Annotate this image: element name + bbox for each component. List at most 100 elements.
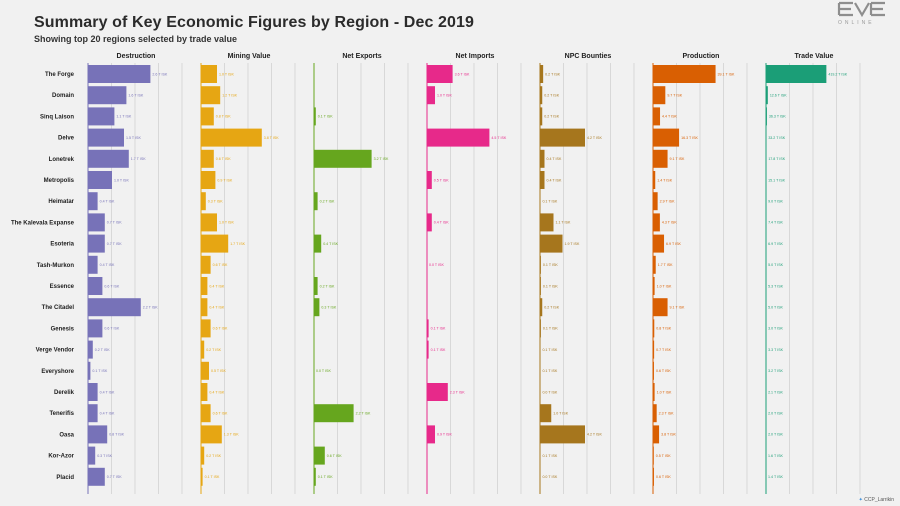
row-label-sinq-laison: Sinq Laison [40, 114, 74, 120]
bar-net-exports-sinq-laison [314, 107, 316, 126]
bar-destruction-the-citadel [88, 298, 141, 317]
bar-destruction-oasa [88, 425, 108, 444]
bar-npc-bounties-the-forge [540, 65, 544, 83]
bar-mining-value-kor-azor [201, 446, 205, 465]
data-label-destruction-derelik: 0.4 T ISK [100, 390, 115, 394]
bar-net-exports-tenerifis [314, 404, 354, 423]
data-label-mining-value-placid: 0.1 T ISK [205, 475, 220, 479]
data-label-destruction-oasa: 0.8 T ISK [109, 433, 124, 437]
data-label-npc-bounties-genesis: 0.1 T ISK [543, 327, 558, 331]
panel-title-destruction: Destruction [117, 53, 156, 60]
bar-destruction-verge-vendor [88, 340, 93, 359]
bar-production-placid [653, 467, 654, 486]
row-label-tenerifis: Tenerifis [49, 411, 74, 417]
data-label-production-kor-azor: 0.5 T ISK [656, 454, 671, 458]
data-label-production-everyshore: 0.6 T ISK [656, 369, 671, 373]
data-label-net-imports-derelik: 2.3 T ISK [450, 390, 465, 394]
data-label-destruction-heimatar: 0.4 T ISK [100, 200, 115, 204]
data-label-mining-value-derelik: 0.4 T ISK [209, 390, 224, 394]
bar-destruction-essence [88, 277, 103, 295]
bar-destruction-tash-murkon [88, 255, 98, 274]
row-label-lonetrek: Lonetrek [49, 157, 75, 163]
row-label-delve: Delve [58, 136, 75, 142]
bar-production-the-kalevala-expanse [653, 213, 660, 232]
data-label-mining-value-the-forge: 1.0 T ISK [219, 72, 234, 76]
data-label-mining-value-the-kalevala-expanse: 1.0 T ISK [219, 221, 234, 225]
chart-title: Summary of Key Economic Figures by Regio… [34, 14, 474, 31]
bar-production-kor-azor [653, 446, 654, 465]
bar-production-essence [653, 277, 655, 295]
data-label-npc-bounties-domain: 0.2 T ISK [544, 94, 559, 98]
data-label-npc-bounties-essence: 0.1 T ISK [543, 284, 558, 288]
data-label-net-exports-sinq-laison: 0.1 T ISK [318, 115, 333, 119]
data-label-production-domain: 9.7 T ISK [667, 94, 682, 98]
data-label-mining-value-tash-murkon: 0.6 T ISK [213, 263, 228, 267]
bar-mining-value-the-kalevala-expanse [201, 213, 217, 232]
bar-production-tenerifis [653, 404, 657, 423]
panel-title-trade-value: Trade Value [795, 53, 834, 60]
row-label-essence: Essence [50, 284, 75, 290]
data-label-npc-bounties-tash-murkon: 0.1 T ISK [543, 263, 558, 267]
data-label-mining-value-delve: 3.8 T ISK [264, 136, 279, 140]
data-label-production-tash-murkon: 1.7 T ISK [658, 263, 673, 267]
bar-net-imports-delve [427, 128, 490, 147]
data-label-trade-value-the-forge: 419.2 T ISK [828, 72, 847, 76]
data-label-net-imports-domain: 1.0 T ISK [437, 94, 452, 98]
data-label-trade-value-metropolis: 15.1 T ISK [768, 178, 785, 182]
data-label-net-exports-everyshore: 0.0 T ISK [316, 369, 331, 373]
data-label-production-metropolis: 1.4 T ISK [657, 178, 672, 182]
bar-npc-bounties-the-citadel [540, 298, 543, 317]
bar-destruction-kor-azor [88, 446, 96, 465]
bar-mining-value-verge-vendor [201, 340, 205, 359]
row-label-domain: Domain [52, 93, 74, 99]
bar-production-heimatar [653, 192, 658, 211]
data-label-destruction-tash-murkon: 0.4 T ISK [100, 263, 115, 267]
panel-title-npc-bounties: NPC Bounties [565, 53, 612, 60]
data-label-net-imports-oasa: 0.9 T ISK [437, 433, 452, 437]
bar-production-genesis [653, 319, 655, 338]
data-label-npc-bounties-derelik: 0.0 T ISK [542, 390, 557, 394]
data-label-trade-value-the-citadel: 5.0 T ISK [768, 306, 783, 310]
bar-destruction-the-kalevala-expanse [88, 213, 105, 232]
data-label-trade-value-tenerifis: 2.0 T ISK [768, 412, 783, 416]
bar-trade-value-the-forge [766, 65, 827, 83]
bar-net-imports-domain [427, 86, 435, 105]
bar-net-imports-derelik [427, 383, 448, 401]
data-label-net-exports-kor-azor: 0.6 T ISK [327, 454, 342, 458]
bar-net-exports-lonetrek [314, 149, 372, 168]
bar-mining-value-essence [201, 277, 208, 295]
data-label-destruction-sinq-laison: 1.1 T ISK [116, 115, 131, 119]
bar-mining-value-esoteria [201, 234, 229, 253]
data-label-npc-bounties-the-kalevala-expanse: 1.1 T ISK [556, 221, 571, 225]
data-label-net-imports-tash-murkon: 0.0 T ISK [429, 263, 444, 267]
data-label-destruction-essence: 0.6 T ISK [104, 284, 119, 288]
data-label-npc-bounties-delve: 4.2 T ISK [587, 136, 602, 140]
bar-mining-value-metropolis [201, 171, 216, 189]
bar-net-exports-essence [314, 277, 318, 295]
bar-production-the-forge [653, 65, 716, 83]
data-label-npc-bounties-placid: 0.0 T ISK [542, 475, 557, 479]
data-label-npc-bounties-tenerifis: 1.0 T ISK [553, 412, 568, 416]
bar-production-derelik [653, 383, 655, 401]
data-label-trade-value-esoteria: 6.9 T ISK [768, 242, 783, 246]
panel-title-net-imports: Net Imports [456, 53, 495, 60]
eve-online-logo [837, 1, 885, 18]
bar-mining-value-the-citadel [201, 298, 208, 317]
bar-mining-value-placid [201, 467, 203, 486]
row-label-placid: Placid [56, 475, 74, 481]
data-label-destruction-the-forge: 2.6 T ISK [152, 72, 167, 76]
data-label-net-exports-essence: 0.2 T ISK [320, 284, 335, 288]
row-label-the-citadel: The Citadel [42, 305, 75, 311]
data-label-npc-bounties-the-forge: 0.2 T ISK [545, 72, 560, 76]
bar-net-imports-verge-vendor [427, 340, 429, 359]
data-label-trade-value-sinq-laison: 36.3 T ISK [769, 115, 786, 119]
bar-destruction-domain [88, 86, 127, 105]
data-label-trade-value-kor-azor: 1.6 T ISK [768, 454, 783, 458]
bar-net-exports-placid [314, 467, 316, 486]
data-label-destruction-lonetrek: 1.7 T ISK [131, 157, 146, 161]
twitter-icon: ✦ [858, 497, 863, 503]
data-label-net-imports-the-kalevala-expanse: 0.4 T ISK [434, 221, 449, 225]
data-label-npc-bounties-oasa: 4.2 T ISK [587, 433, 602, 437]
panel-title-net-exports: Net Exports [342, 53, 381, 60]
data-label-production-essence: 1.0 T ISK [657, 284, 672, 288]
